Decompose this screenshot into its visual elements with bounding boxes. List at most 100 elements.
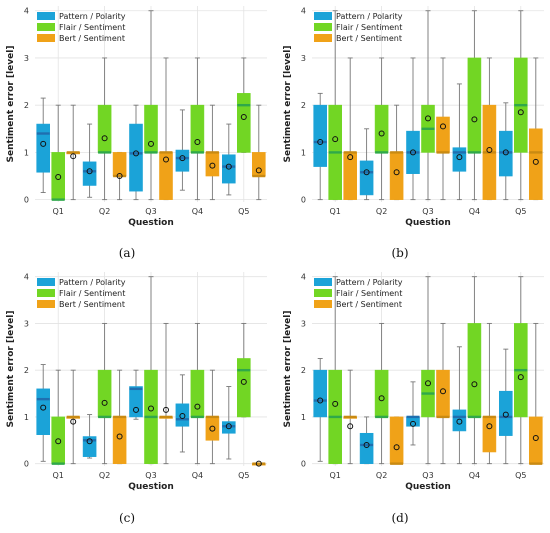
y-tick-label: 0 xyxy=(301,460,306,469)
y-tick-label: 1 xyxy=(24,148,29,157)
legend-label: Flair / Sentiment xyxy=(336,289,402,298)
box xyxy=(374,369,389,418)
chart-panel: 0 1 2 3 4 Q1 Q2 Q3 Q4 Q5 Question Sentiment error [… xyxy=(283,6,544,260)
x-axis-title: Question xyxy=(128,482,174,492)
mean-marker xyxy=(55,173,62,180)
box xyxy=(498,390,513,436)
legend: Pattern / Polarity Flair / Sentiment Bert … xyxy=(314,278,403,309)
x-tick-label: Q5 xyxy=(238,471,249,480)
mean-marker xyxy=(86,168,93,175)
mean-marker xyxy=(532,434,539,441)
x-tick-label: Q3 xyxy=(422,207,433,216)
box xyxy=(159,152,173,200)
x-tick-label: Q3 xyxy=(422,471,433,480)
legend-label: Bert / Sentiment xyxy=(59,300,125,309)
mean-marker xyxy=(440,388,446,395)
y-tick-label: 1 xyxy=(24,413,29,422)
mean-marker xyxy=(240,113,247,120)
x-axis-title: Question xyxy=(405,218,451,228)
mean-marker xyxy=(101,135,108,142)
y-tick-label: 2 xyxy=(301,101,306,110)
mean-marker xyxy=(378,395,385,402)
mean-marker xyxy=(425,115,431,122)
mean-marker xyxy=(471,116,478,123)
mean-marker xyxy=(347,423,354,430)
box xyxy=(36,123,51,173)
box xyxy=(144,104,158,153)
mean-marker xyxy=(363,441,370,448)
mean-marker xyxy=(317,397,324,404)
box xyxy=(51,152,66,200)
legend-swatch xyxy=(314,34,332,42)
legend-swatch xyxy=(37,23,55,31)
mean-marker xyxy=(70,418,77,425)
x-axis-title: Question xyxy=(405,482,451,492)
y-tick-label: 2 xyxy=(24,366,29,375)
mean-marker xyxy=(532,158,539,165)
box xyxy=(482,416,497,453)
legend-label: Flair / Sentiment xyxy=(59,23,125,32)
legend-swatch xyxy=(37,300,55,308)
mean-marker xyxy=(456,418,463,425)
x-tick-label: Q5 xyxy=(238,207,249,216)
mean-marker xyxy=(240,378,247,385)
box xyxy=(237,93,251,153)
box xyxy=(129,123,143,192)
legend-label: Pattern / Polarity xyxy=(59,12,126,21)
x-tick-label: Q1 xyxy=(53,471,64,480)
mean-marker xyxy=(148,405,154,412)
x-tick-label: Q4 xyxy=(469,207,480,216)
mean-marker xyxy=(517,109,524,116)
mean-marker xyxy=(332,136,339,143)
legend-swatch xyxy=(314,300,332,308)
legend-swatch xyxy=(314,278,332,286)
box xyxy=(389,416,404,464)
legend: Pattern / Polarity Flair / Sentiment Bert … xyxy=(37,278,126,309)
box xyxy=(389,152,404,200)
box xyxy=(112,152,127,177)
mean-marker xyxy=(86,438,93,445)
y-axis-title: Sentiment error [level] xyxy=(283,311,293,428)
mean-marker xyxy=(410,420,416,427)
box xyxy=(190,369,205,418)
panel-label: (c) xyxy=(119,511,135,525)
mean-marker xyxy=(378,130,385,137)
x-tick-label: Q1 xyxy=(53,207,64,216)
x-tick-label: Q2 xyxy=(99,207,110,216)
mean-marker xyxy=(194,139,201,146)
box xyxy=(82,436,97,457)
box xyxy=(237,358,251,418)
panel-label: (d) xyxy=(391,511,408,525)
y-tick-label: 1 xyxy=(301,148,306,157)
mean-marker xyxy=(486,147,493,154)
y-tick-label: 1 xyxy=(301,413,306,422)
box xyxy=(313,104,328,167)
mean-marker xyxy=(179,155,186,162)
mean-marker xyxy=(40,140,47,147)
x-tick-label: Q3 xyxy=(145,207,156,216)
legend-label: Bert / Sentiment xyxy=(336,34,402,43)
mean-marker xyxy=(40,404,47,411)
mean-marker xyxy=(194,403,201,410)
x-axis-title: Question xyxy=(128,218,174,228)
legend-swatch xyxy=(314,12,332,20)
mean-marker xyxy=(486,423,493,430)
mean-marker xyxy=(347,154,354,161)
y-axis-title: Sentiment error [level] xyxy=(6,46,16,163)
legend: Pattern / Polarity Flair / Sentiment Bert … xyxy=(37,12,126,43)
mean-marker xyxy=(133,406,139,413)
box xyxy=(313,369,328,418)
chart-panel: 0 1 2 3 4 Q1 Q2 Q3 Q4 Q5 Question Sentiment error [… xyxy=(6,272,267,525)
x-tick-label: Q2 xyxy=(376,471,387,480)
box xyxy=(129,386,143,418)
mean-marker xyxy=(502,411,509,418)
y-axis-title: Sentiment error [level] xyxy=(6,311,16,428)
box xyxy=(452,409,467,432)
x-tick-label: Q3 xyxy=(145,471,156,480)
panel-label: (b) xyxy=(391,246,408,260)
legend-label: Pattern / Polarity xyxy=(336,278,403,287)
box xyxy=(97,369,112,418)
x-tick-label: Q5 xyxy=(515,207,526,216)
box xyxy=(36,388,51,435)
